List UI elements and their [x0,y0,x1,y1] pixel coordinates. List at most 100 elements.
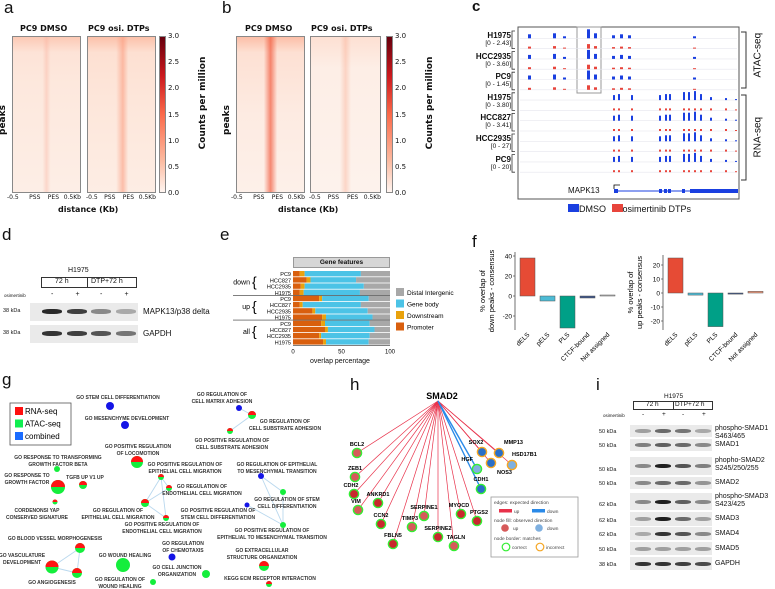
legend-title: node border: matches [494,536,541,542]
bar-segment-distal-intergenic [363,283,390,289]
category-label: HCC827 [270,328,291,334]
legend-swatch [396,288,404,296]
term-node [227,428,233,434]
signal-peak [700,129,702,131]
term-node [72,568,82,578]
term-node [244,502,250,508]
gene-label: MMP13 [504,440,523,446]
signal-peak [735,150,737,152]
y-tick: 0 [508,294,512,301]
signal-peak [700,108,702,111]
bar-segment-distal-intergenic [356,277,390,283]
signal-peak [665,94,667,101]
bar-pls [707,292,724,327]
edge-up [357,400,439,511]
term-label: STEM CELL DIFFERENTIATION [181,515,256,521]
protein-band [675,561,691,566]
signal-peak [735,160,737,162]
panel-label-a: a [4,0,14,17]
edge-up [437,400,455,547]
term-label: GO POSITIVE REGULATION OF [181,508,256,514]
signal-peak [620,34,623,39]
signal-peak [613,95,615,101]
signal-peak [613,136,615,142]
signal-peak [710,149,712,152]
category-label: PC9 [280,297,291,303]
protein-band [635,531,651,536]
protein-band [675,481,691,485]
colorbar-tick: 3.0 [168,32,180,40]
gene-node-myocd [455,508,467,520]
signal-peak [528,67,531,70]
condition-box-dtp [87,277,137,288]
signal-peak [659,149,661,152]
term-label: OF LOCOMOTION [117,451,160,457]
gene-node-vim [352,504,364,516]
protein-band [635,561,651,566]
bar-segment-distal-intergenic [369,320,390,326]
signal-peak [563,68,566,70]
signal-peak [688,149,690,152]
blot-2 [630,457,712,475]
signal-peak [553,66,556,70]
x-tick: PES [47,194,59,201]
term-label: GO MESENCHYME DEVELOPMENT [85,416,169,422]
x-tick: 0.5Kb [63,194,81,201]
signal-peak [553,74,556,80]
term-node [280,489,286,495]
signal-peak [620,67,623,70]
x-tick: 100 [385,349,396,355]
gene-label: MAPK13 [568,186,600,195]
panel-label-d: d [2,225,12,244]
track-bracket [511,30,515,49]
x-tick: PSS [327,194,340,201]
bar-segment-distal-intergenic [360,271,390,277]
node-rna-half [163,515,169,518]
bar-segment-downstream [321,320,326,326]
treatment-sign: - [682,411,685,418]
gene-node-zeb1 [349,471,361,483]
bar-segment-downstream [300,283,305,289]
kda-marker: 50 kDa [599,429,617,435]
colorbar-tick: 2.0 [168,84,180,93]
protein-band [655,546,671,551]
browser-frame [517,26,740,200]
signal-peak [683,170,685,173]
signal-peak [725,118,727,121]
gene-exon [614,189,618,193]
gene-node-ptgs2 [471,515,483,527]
signal-peak [613,108,615,111]
bar-not-assigned [747,291,764,294]
node-rna-half [51,480,65,487]
protein-band [66,309,87,314]
protein-band [695,429,711,433]
blot-label: GAPDH [715,559,740,567]
legend-label: Promoter [407,325,435,332]
blot-8 [630,557,712,570]
signal-peak [612,47,615,49]
node-rna-half [75,543,85,548]
network-edge [229,414,253,432]
signal-peak [725,139,727,142]
legend-label: down [547,526,559,532]
blot-1 [30,325,138,343]
gene-node-cdh2 [348,488,360,500]
track-name: H1975 [487,31,511,40]
signal-peak [587,49,590,59]
term-label: GO REGULATION [162,541,204,547]
signal-peak [725,108,727,111]
category-label: H1975 [275,316,291,322]
gene-node-sox2 [476,446,488,458]
signal-peak [710,170,712,173]
signal-peak [563,36,566,39]
signal-peak [618,155,620,162]
term-node [158,474,164,480]
blot-4 [630,493,712,510]
y-axis-label: down peaks - consensus [487,249,496,332]
protein-band [675,546,691,551]
gene-exon [664,189,667,193]
signal-peak [587,44,590,49]
colorbar-tick: 0.5 [168,163,180,171]
x-tick: -0.5 [7,194,19,201]
